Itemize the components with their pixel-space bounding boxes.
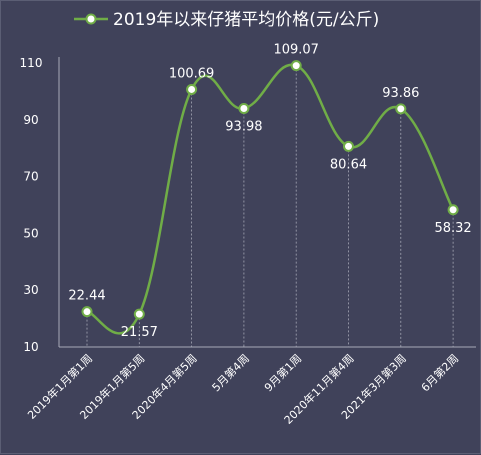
x-tick-label: 5月第4周: [209, 351, 252, 394]
data-label: 22.44: [68, 289, 105, 304]
data-label: 100.69: [169, 66, 215, 81]
data-point: [290, 60, 302, 72]
data-point: [186, 83, 198, 95]
series-line: [86, 63, 455, 335]
y-tick-label: 50: [23, 226, 38, 240]
y-tick-label: 110: [20, 56, 43, 70]
data-label: 58.32: [434, 221, 471, 236]
data-label: 109.07: [273, 43, 319, 58]
x-tick-label: 6月第2周: [418, 351, 461, 394]
data-point: [395, 103, 407, 115]
y-tick-label: 90: [23, 113, 38, 127]
legend-marker-swatch: [85, 13, 97, 25]
data-point: [447, 204, 459, 216]
data-label: 93.86: [382, 86, 419, 101]
data-point: [343, 140, 354, 152]
data-point: [81, 306, 93, 318]
data-point: [133, 308, 145, 320]
data-label: 93.98: [225, 119, 262, 134]
data-label: 80.64: [330, 157, 367, 172]
y-tick-label: 70: [23, 170, 38, 184]
y-tick-label: 10: [23, 340, 38, 354]
data-point: [238, 102, 250, 114]
y-tick-label: 30: [23, 283, 38, 297]
data-label: 21.57: [121, 325, 158, 340]
legend-entry: 2019年以来仔猪平均价格(元/公斤): [113, 10, 379, 30]
x-tick-label: 9月第1周: [261, 351, 304, 394]
